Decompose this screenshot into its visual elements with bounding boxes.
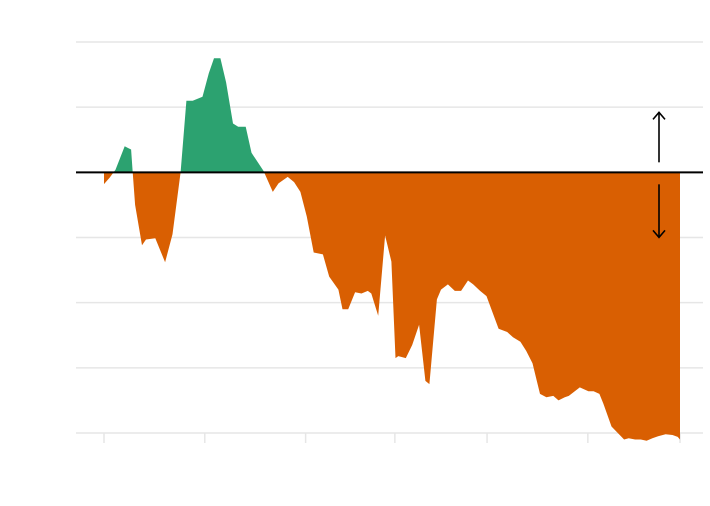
area-negative — [104, 172, 114, 185]
arrow-down-head — [652, 229, 666, 239]
area-series — [104, 58, 680, 441]
area-negative — [264, 172, 680, 441]
gridlines — [76, 41, 703, 434]
arrow-up-head — [652, 111, 666, 120]
direction-indicators — [652, 111, 666, 239]
arrow-up-icon — [652, 111, 666, 163]
area-positive — [180, 58, 265, 173]
area-positive — [113, 146, 133, 173]
x-axis-ticks — [103, 433, 681, 443]
arrow-down-icon — [652, 184, 666, 239]
area-negative — [132, 172, 181, 263]
